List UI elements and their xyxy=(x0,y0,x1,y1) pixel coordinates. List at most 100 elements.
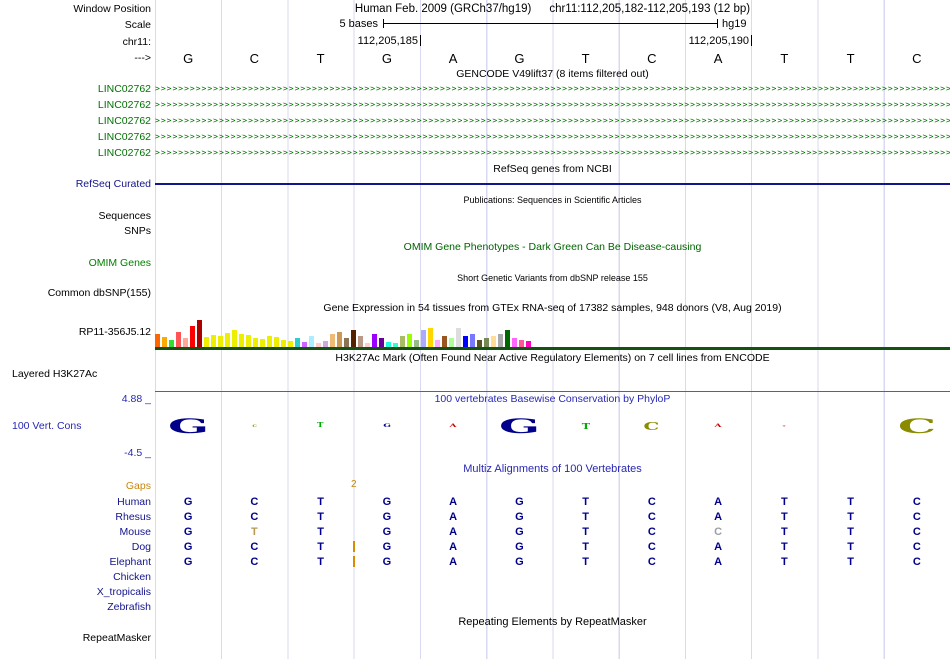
aligned-base: C xyxy=(912,525,921,538)
aligned-base xyxy=(685,569,751,584)
scale-bar xyxy=(383,19,718,28)
gencode-transcript[interactable]: >>>>>>>>>>>>>>>>>>>>>>>>>>>>>>>>>>>>>>>>… xyxy=(155,113,950,129)
gtex-chart-row: RP11-356J5.12 xyxy=(0,316,950,347)
gtex-expression-bar xyxy=(498,334,503,347)
aligned-base xyxy=(818,599,884,614)
gtex-expression-bar xyxy=(400,336,405,347)
aligned-base: C xyxy=(912,510,921,523)
aligned-base: G xyxy=(183,495,193,508)
species-label[interactable]: Chicken xyxy=(113,570,151,583)
gencode-item-row: LINC02762 >>>>>>>>>>>>>>>>>>>>>>>>>>>>>>>… xyxy=(0,97,950,113)
gencode-item-label[interactable]: LINC02762 xyxy=(97,99,151,111)
species-alignment xyxy=(155,584,950,599)
multiz-species-row: X_tropicalis xyxy=(0,584,950,599)
phylop-logo-letter: T xyxy=(581,421,590,431)
gtex-gene-label[interactable]: RP11-356J5.12 xyxy=(78,325,151,338)
refseq-title-row: RefSeq genes from NCBI xyxy=(0,161,950,176)
track-title-gencode[interactable]: GENCODE V49lift37 (8 items filtered out) xyxy=(456,67,649,80)
aligned-base: A xyxy=(714,495,723,508)
track-title-h3k27ac[interactable]: H3K27Ac Mark (Often Found Near Active Re… xyxy=(335,352,770,364)
empty-label xyxy=(0,239,155,255)
gencode-title-row: GENCODE V49lift37 (8 items filtered out) xyxy=(0,66,950,81)
dbsnp-track xyxy=(155,285,950,300)
window-position-content: Human Feb. 2009 (GRCh37/hg19) chr11:112,… xyxy=(155,0,950,17)
track-title-omim[interactable]: OMIM Gene Phenotypes - Dark Green Can Be… xyxy=(403,241,702,253)
h3k27ac-baseline xyxy=(155,382,950,392)
gtex-expression-bar xyxy=(463,336,468,347)
omim-genes-label[interactable]: OMIM Genes xyxy=(88,256,151,269)
gtex-expression-bar xyxy=(239,334,244,347)
track-title-phylop[interactable]: 100 vertebrates Basewise Conservation by… xyxy=(434,393,671,405)
species-label[interactable]: Zebrafish xyxy=(107,600,151,613)
species-label[interactable]: Human xyxy=(117,495,151,508)
track-title-gtex[interactable]: Gene Expression in 54 tissues from GTEx … xyxy=(323,302,782,314)
aligned-base: G xyxy=(515,540,524,553)
aligned-base xyxy=(553,599,619,614)
aligned-base: T xyxy=(582,555,589,568)
species-label[interactable]: X_tropicalis xyxy=(96,585,151,598)
coordinate-ruler[interactable]: 112,205,185 112,205,190 xyxy=(155,33,950,50)
aligned-base: G xyxy=(382,555,392,568)
gencode-item-label[interactable]: LINC02762 xyxy=(97,83,151,95)
aligned-base xyxy=(884,569,950,584)
track-title-publications[interactable]: Publications: Sequences in Scientific Ar… xyxy=(463,195,642,205)
gtex-expression-bar xyxy=(253,338,258,347)
repeatmasker-track xyxy=(155,630,950,645)
species-label[interactable]: Rhesus xyxy=(115,510,151,523)
gencode-transcript[interactable]: >>>>>>>>>>>>>>>>>>>>>>>>>>>>>>>>>>>>>>>>… xyxy=(155,145,950,161)
phylop-track-label[interactable]: 100 Vert. Cons xyxy=(12,420,82,432)
gtex-expression-bar xyxy=(288,341,293,347)
track-title-repeatmasker[interactable]: Repeating Elements by RepeatMasker xyxy=(458,616,647,628)
refseq-curated-track[interactable] xyxy=(155,176,950,192)
gencode-item-label[interactable]: LINC02762 xyxy=(97,131,151,143)
track-title-refseq[interactable]: RefSeq genes from NCBI xyxy=(493,162,612,175)
omim-genes-row: OMIM Genes xyxy=(0,255,950,270)
track-title-multiz[interactable]: Multiz Alignments of 100 Vertebrates xyxy=(463,463,642,475)
sequences-label[interactable]: Sequences xyxy=(98,209,151,222)
phylop-glyph-cell: T xyxy=(553,406,619,446)
gencode-item-label[interactable]: LINC02762 xyxy=(97,147,151,159)
phylop-glyph-cell: T xyxy=(288,406,354,446)
gtex-expression-bar xyxy=(337,332,342,347)
gencode-transcript[interactable]: >>>>>>>>>>>>>>>>>>>>>>>>>>>>>>>>>>>>>>>>… xyxy=(155,97,950,113)
refseq-gene-line[interactable] xyxy=(155,183,950,185)
gencode-item-label[interactable]: LINC02762 xyxy=(97,115,151,127)
aligned-base: C xyxy=(250,555,259,568)
gencode-transcript[interactable]: >>>>>>>>>>>>>>>>>>>>>>>>>>>>>>>>>>>>>>>>… xyxy=(155,81,950,97)
gaps-label[interactable]: Gaps xyxy=(125,480,151,492)
insertion-marker xyxy=(352,556,355,567)
aligned-base xyxy=(619,569,685,584)
track-title-dbsnp[interactable]: Short Genetic Variants from dbSNP releas… xyxy=(457,272,648,283)
refseq-curated-label[interactable]: RefSeq Curated xyxy=(75,178,151,190)
aligned-base xyxy=(420,584,486,599)
multiz-species-row: Zebrafish xyxy=(0,599,950,614)
empty-label xyxy=(0,350,155,366)
species-label[interactable]: Dog xyxy=(131,540,151,553)
gtex-expression-bar xyxy=(358,336,363,347)
aligned-base: G xyxy=(382,495,392,508)
gencode-transcript[interactable]: >>>>>>>>>>>>>>>>>>>>>>>>>>>>>>>>>>>>>>>>… xyxy=(155,129,950,145)
aligned-base xyxy=(818,569,884,584)
dbsnp-label[interactable]: Common dbSNP(155) xyxy=(47,286,151,299)
omim-genes-track xyxy=(155,255,950,270)
repeatmasker-label[interactable]: RepeatMasker xyxy=(82,631,151,644)
aligned-base: T xyxy=(317,525,324,538)
aligned-base: C xyxy=(714,525,723,538)
gtex-gene-model-line[interactable] xyxy=(155,347,950,350)
reference-base: T xyxy=(846,50,855,66)
species-label[interactable]: Elephant xyxy=(109,555,151,568)
transcript-arrow-line: >>>>>>>>>>>>>>>>>>>>>>>>>>>>>>>>>>>>>>>>… xyxy=(155,132,950,141)
aligned-base: T xyxy=(847,495,854,508)
species-label[interactable]: Mouse xyxy=(119,525,151,538)
h3k27ac-label[interactable]: Layered H3K27Ac xyxy=(12,368,98,380)
snps-label[interactable]: SNPs xyxy=(124,225,151,237)
species-alignment xyxy=(155,569,950,584)
gtex-expression-bar xyxy=(176,332,181,347)
gtex-expression-bar xyxy=(484,338,489,347)
phylop-logo-letter: C xyxy=(252,423,257,428)
aligned-base: T xyxy=(317,555,324,568)
empty-label xyxy=(0,300,155,316)
